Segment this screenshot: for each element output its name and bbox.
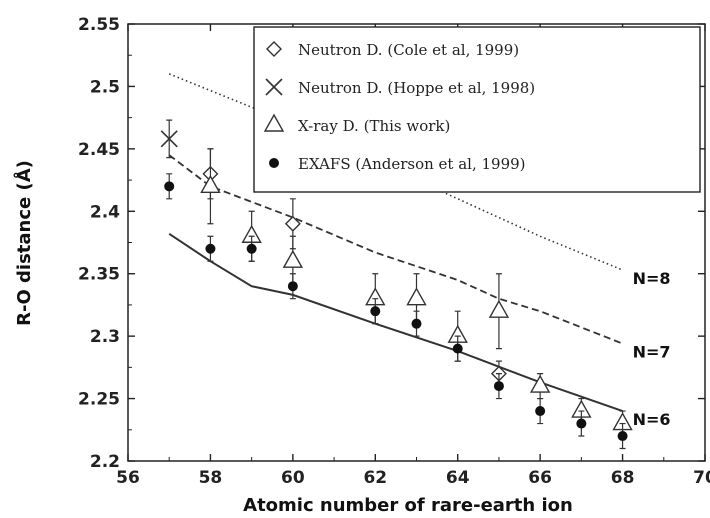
point-s3-p7	[493, 381, 504, 392]
legend-label-1: Neutron D. (Hoppe et al, 1998)	[298, 79, 535, 97]
legend-marker-0	[266, 41, 282, 57]
x-tick-label-2: 60	[281, 468, 305, 488]
curve-label-1: N=7	[633, 343, 671, 362]
x-tick-label-6: 68	[611, 468, 635, 488]
curve-n6	[168, 232, 623, 413]
y-tick-label-2: 2.3	[90, 327, 120, 347]
y-tick-label-3: 2.35	[78, 265, 120, 285]
legend-label-2: X-ray D. (This work)	[298, 117, 450, 135]
point-s3-p4	[370, 306, 381, 317]
point-s3-p8	[535, 406, 546, 417]
point-s2-p7	[529, 374, 551, 393]
curve-n7	[168, 154, 623, 345]
point-s2-p4	[406, 287, 427, 306]
curve-label-2: N=6	[633, 410, 671, 429]
point-s3-p10	[617, 431, 628, 442]
curve-n8	[168, 73, 623, 271]
point-s3-p3	[287, 281, 298, 292]
point-s3-p6	[452, 343, 463, 354]
legend-box	[253, 26, 701, 193]
legend-marker-3	[269, 158, 279, 168]
x-tick-label-4: 64	[446, 468, 470, 488]
point-s3-p0	[164, 181, 175, 192]
point-s3-p2	[246, 243, 257, 254]
x-axis-title: Atomic number of rare-earth ion	[243, 495, 573, 516]
legend-label-0: Neutron D. (Cole et al, 1999)	[298, 41, 519, 59]
legend-marker-2	[263, 113, 285, 132]
y-tick-label-4: 2.4	[90, 202, 120, 222]
point-s1-p0	[160, 130, 178, 148]
point-s2-p0	[200, 174, 221, 194]
y-tick-label-6: 2.5	[90, 77, 120, 97]
x-tick-label-7: 70	[693, 468, 710, 488]
x-tick-label-5: 66	[528, 468, 552, 488]
y-tick-label-7: 2.55	[78, 15, 120, 35]
y-tick-label-1: 2.25	[78, 390, 120, 410]
legend-marker-1	[265, 78, 283, 96]
legend: Neutron D. (Cole et al, 1999) Neutron D. …	[253, 26, 701, 193]
y-axis-title: R-O distance (Å)	[12, 160, 35, 326]
point-s3-p9	[576, 418, 587, 429]
point-s3-p5	[411, 318, 422, 329]
plot-layer: N=8 N=7 N=6	[160, 73, 671, 450]
point-s2-p2	[282, 249, 304, 268]
point-s0-p1	[284, 215, 301, 232]
point-s2-p6	[488, 299, 510, 318]
x-tick-label-0: 56	[116, 468, 140, 488]
x-tick-label-3: 62	[363, 468, 387, 488]
curve-label-0: N=8	[633, 269, 671, 288]
y-tick-label-0: 2.2	[90, 452, 120, 472]
point-s3-p1	[205, 243, 216, 254]
axes-layer: 56 58 60 62 64 66 68 70 2.2 2.25 2.3 2.35 2.4 2.45 2.5…	[78, 15, 710, 488]
legend-label-3: EXAFS (Anderson et al, 1999)	[298, 155, 526, 173]
x-tick-label-1: 58	[199, 468, 223, 488]
y-tick-label-5: 2.45	[78, 140, 120, 160]
